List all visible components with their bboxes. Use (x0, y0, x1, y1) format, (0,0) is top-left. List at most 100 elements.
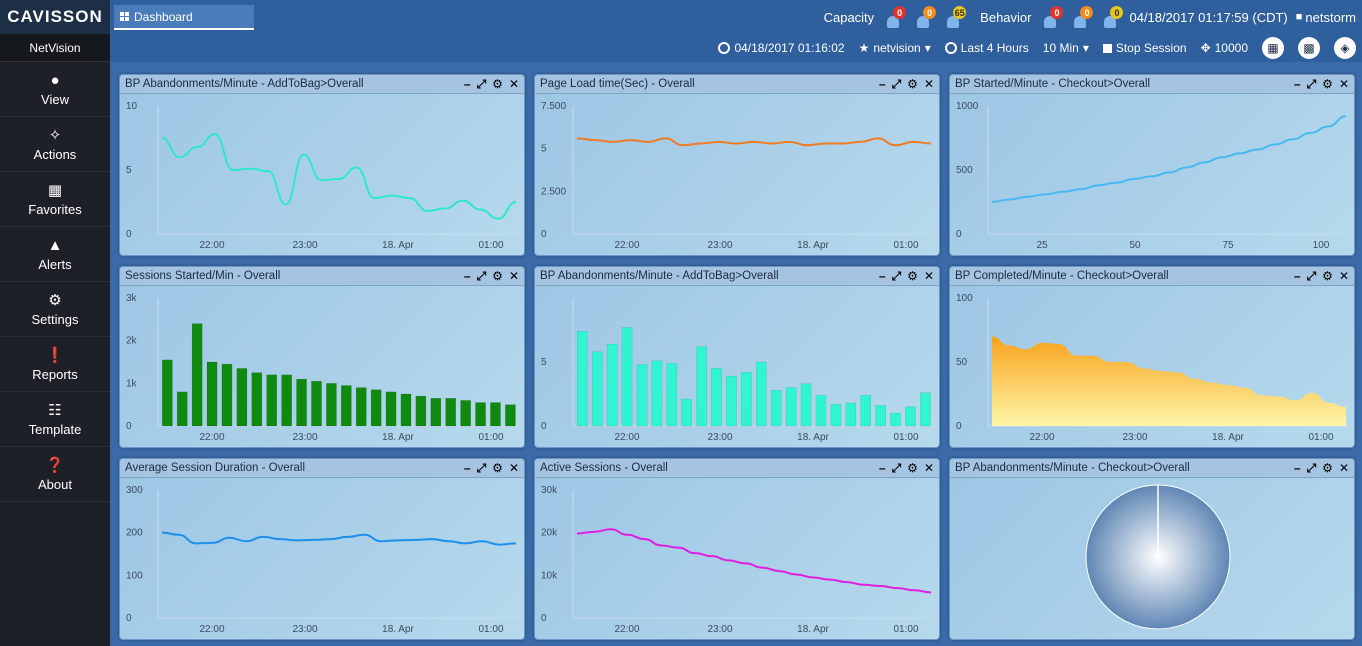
widget-2[interactable]: Page Load time(Sec) - Overall – ⤢ ⚙ ✕ 0 2.500 5… (534, 74, 940, 256)
close-icon[interactable]: ✕ (923, 460, 934, 475)
gear-icon[interactable]: ⚙ (492, 76, 503, 91)
y-tick-label: 0 (956, 229, 962, 240)
y-tick-label: 20k (541, 528, 558, 539)
sidebar-item-alerts[interactable]: ▲ Alerts (0, 227, 110, 282)
close-icon[interactable]: ✕ (923, 268, 934, 283)
chart-bar (920, 392, 931, 427)
count-selector[interactable]: ✥ 10000 (1200, 41, 1248, 55)
calendar-button[interactable]: ▦ (1262, 37, 1284, 59)
gear-icon[interactable]: ⚙ (907, 268, 918, 283)
interval-selector[interactable]: 10 Min ▾ (1042, 41, 1089, 55)
widget-header[interactable]: BP Abandonments/Minute - AddToBag>Overal… (120, 75, 524, 94)
minimize-icon[interactable]: – (463, 460, 471, 475)
sidebar-item-settings[interactable]: ⚙ Settings (0, 282, 110, 337)
sidebar-item-actions[interactable]: ✧ Actions (0, 117, 110, 172)
gear-icon[interactable]: ⚙ (907, 460, 918, 475)
chart-bar (651, 360, 663, 427)
x-tick-label: 18. Apr (382, 240, 414, 251)
expand-icon[interactable]: ⤢ (1306, 76, 1317, 91)
sidebar-item-template[interactable]: ☷ Template (0, 392, 110, 447)
gear-icon[interactable]: ⚙ (1322, 460, 1333, 475)
behavior-critical-bell-icon[interactable]: 0 (1039, 6, 1064, 28)
close-icon[interactable]: ✕ (508, 460, 519, 475)
minimize-icon[interactable]: – (463, 268, 471, 283)
time-range-selector[interactable]: Last 4 Hours (944, 41, 1029, 55)
widget-header[interactable]: Average Session Duration - Overall – ⤢ ⚙ ✕ (120, 459, 524, 478)
line-series (576, 137, 932, 147)
y-tick-label: 10 (126, 101, 138, 112)
widget-chart: 0 5 22:00 23:00 18. Apr 01:00 (541, 298, 935, 443)
behavior-minor-bell-icon[interactable]: 0 (1099, 6, 1124, 28)
expand-icon[interactable]: ⤢ (1306, 268, 1317, 283)
layout-button[interactable]: ▩ (1298, 37, 1320, 59)
favorite-selector[interactable]: ★ netvision ▾ (858, 41, 931, 55)
widget-header[interactable]: BP Completed/Minute - Checkout>Overall – ⤢… (950, 267, 1354, 286)
minimize-icon[interactable]: – (878, 460, 886, 475)
widget-6[interactable]: BP Completed/Minute - Checkout>Overall – ⤢… (949, 266, 1355, 448)
behavior-major-bell-icon[interactable]: 0 (1069, 6, 1094, 28)
capacity-minor-bell-icon[interactable]: 65 (942, 6, 967, 28)
minimize-icon[interactable]: – (1293, 460, 1301, 475)
chart-bar (191, 323, 203, 427)
gear-icon[interactable]: ⚙ (907, 76, 918, 91)
widget-header[interactable]: BP Abandonments/Minute - AddToBag>Overal… (535, 267, 939, 286)
user-menu[interactable]: ■ netstorm (1296, 10, 1356, 25)
expand-icon[interactable]: ⤢ (891, 76, 902, 91)
expand-icon[interactable]: ⤢ (1306, 460, 1317, 475)
tab-dashboard[interactable]: Dashboard (114, 5, 254, 30)
y-tick-label: 0 (126, 613, 132, 624)
y-tick-label: 10k (541, 570, 558, 581)
gear-icon[interactable]: ⚙ (492, 268, 503, 283)
minimize-icon[interactable]: – (878, 268, 886, 283)
y-tick-label: 0 (541, 421, 547, 432)
gear-icon[interactable]: ⚙ (1322, 76, 1333, 91)
widget-9[interactable]: BP Abandonments/Minute - Checkout>Overal… (949, 458, 1355, 640)
close-icon[interactable]: ✕ (1338, 76, 1349, 91)
widget-1[interactable]: BP Abandonments/Minute - AddToBag>Overal… (119, 74, 525, 256)
widget-4[interactable]: Sessions Started/Min - Overall – ⤢ ⚙ ✕ 0 1k 2k 3… (119, 266, 525, 448)
close-icon[interactable]: ✕ (508, 268, 519, 283)
sidebar-item-about[interactable]: ❓ About (0, 447, 110, 502)
sidebar-item-reports[interactable]: ❗ Reports (0, 337, 110, 392)
minimize-icon[interactable]: – (878, 76, 886, 91)
stop-session-button[interactable]: Stop Session (1102, 41, 1187, 55)
sidebar-item-favorites[interactable]: ▦ Favorites (0, 172, 110, 227)
expand-icon[interactable]: ⤢ (476, 268, 487, 283)
widget-header[interactable]: Active Sessions - Overall – ⤢ ⚙ ✕ (535, 459, 939, 478)
y-tick-label: 200 (126, 528, 143, 539)
chart-bar (845, 402, 857, 427)
chart-bar (221, 363, 233, 427)
widget-8[interactable]: Active Sessions - Overall – ⤢ ⚙ ✕ 0 10k 20k 30k 2… (534, 458, 940, 640)
widget-header[interactable]: BP Abandonments/Minute - Checkout>Overal… (950, 459, 1354, 478)
widget-chart: 0 2.500 5 7.500 22:00 23:00 18. Apr 01:00 (541, 101, 935, 251)
widget-chart: 0 50 100 22:00 23:00 18. Apr 01:00 (956, 293, 1350, 443)
minimize-icon[interactable]: – (463, 76, 471, 91)
expand-icon[interactable]: ⤢ (891, 268, 902, 283)
expand-icon[interactable]: ⤢ (476, 460, 487, 475)
capacity-critical-bell-icon[interactable]: 0 (882, 6, 907, 28)
x-tick-label: 23:00 (1122, 432, 1147, 443)
layers-button[interactable]: ◈ (1334, 37, 1356, 59)
minimize-icon[interactable]: – (1293, 76, 1301, 91)
widget-header[interactable]: Sessions Started/Min - Overall – ⤢ ⚙ ✕ (120, 267, 524, 286)
expand-icon[interactable]: ⤢ (891, 460, 902, 475)
close-icon[interactable]: ✕ (508, 76, 519, 91)
cavisson-logo: CAVISSON (0, 0, 110, 34)
widget-5[interactable]: BP Abandonments/Minute - AddToBag>Overal… (534, 266, 940, 448)
close-icon[interactable]: ✕ (1338, 268, 1349, 283)
close-icon[interactable]: ✕ (923, 76, 934, 91)
capacity-major-bell-icon[interactable]: 0 (912, 6, 937, 28)
minimize-icon[interactable]: – (1293, 268, 1301, 283)
expand-icon[interactable]: ⤢ (476, 76, 487, 91)
widget-header[interactable]: BP Started/Minute - Checkout>Overall – ⤢ ⚙ ✕ (950, 75, 1354, 94)
widget-3[interactable]: BP Started/Minute - Checkout>Overall – ⤢ ⚙ ✕… (949, 74, 1355, 256)
gear-icon[interactable]: ⚙ (1322, 268, 1333, 283)
widget-7[interactable]: Average Session Duration - Overall – ⤢ ⚙ ✕ 0 1… (119, 458, 525, 640)
x-tick-label: 25 (1036, 240, 1048, 251)
close-icon[interactable]: ✕ (1338, 460, 1349, 475)
widget-header[interactable]: Page Load time(Sec) - Overall – ⤢ ⚙ ✕ (535, 75, 939, 94)
gear-icon[interactable]: ⚙ (492, 460, 503, 475)
sidebar-item-view[interactable]: ● View (0, 62, 110, 117)
y-tick-label: 0 (126, 421, 132, 432)
chart-bar (430, 398, 442, 427)
